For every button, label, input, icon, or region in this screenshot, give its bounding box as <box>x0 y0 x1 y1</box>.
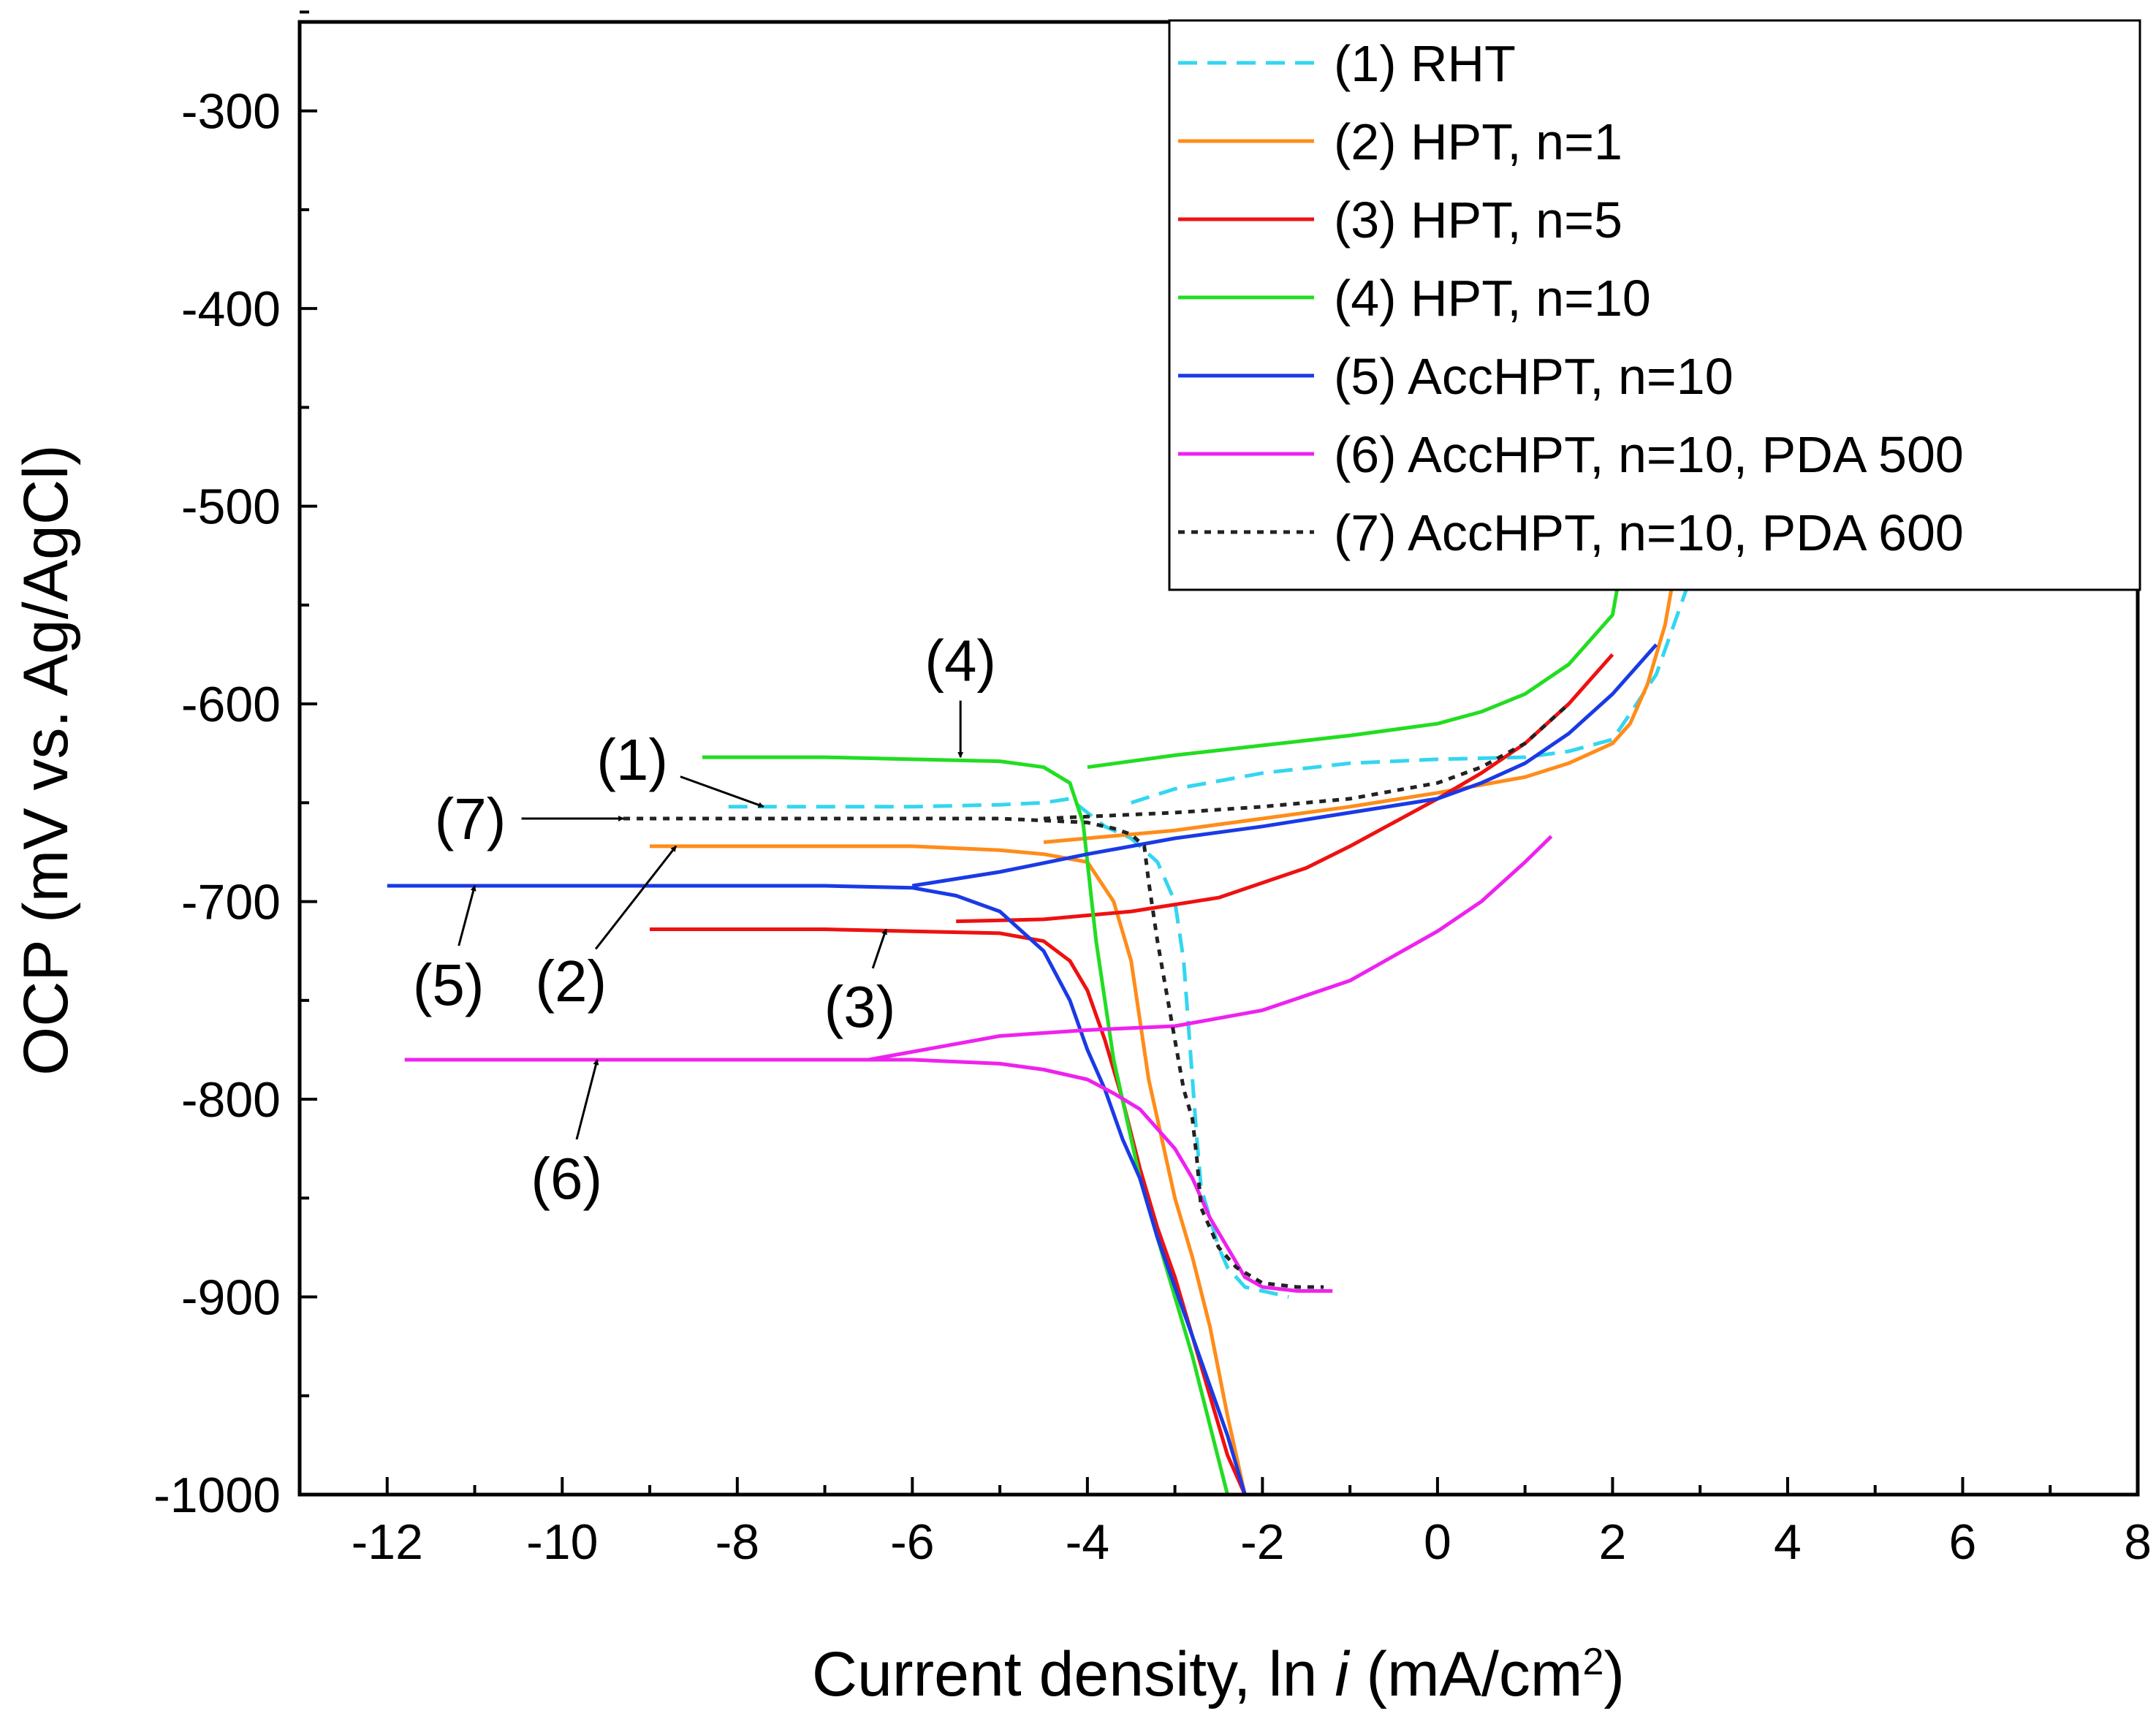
series-1 <box>728 525 1711 1299</box>
y-tick-label: -600 <box>181 677 281 732</box>
legend-box <box>1168 19 2141 591</box>
x-tick-label: 8 <box>2124 1514 2152 1570</box>
annotation-arrow <box>871 928 887 969</box>
series-5-cathodic-line <box>387 884 1247 1495</box>
x-tick-label: -2 <box>1240 1514 1284 1570</box>
x-tick-label: -8 <box>715 1514 759 1570</box>
x-axis-title-sup: 2 <box>1583 1641 1604 1683</box>
legend-label-3: (3) HPT, n=5 <box>1334 191 1622 248</box>
legend-label-4: (4) HPT, n=10 <box>1334 270 1651 327</box>
series-3 <box>650 653 1614 1495</box>
series-5 <box>387 643 1658 1495</box>
series-4-cathodic-line <box>702 755 1229 1495</box>
annotation-label: (1) <box>596 727 668 792</box>
x-tick-label: 0 <box>1424 1514 1451 1570</box>
x-tick-label: -6 <box>890 1514 934 1570</box>
x-axis-title-unit: (mA/cm <box>1348 1639 1582 1709</box>
series-2-anodic-line <box>1043 574 1676 844</box>
axes: -12 -10 -8 -6 -4 -2 0 2 4 6 8 -1000 -900 -800 -700 -600… <box>153 10 2152 1570</box>
x-axis-title-prefix: Current density, ln <box>812 1639 1335 1709</box>
annotation-arrow <box>594 845 677 950</box>
series-3-cathodic-line <box>650 927 1247 1495</box>
annotation-arrow <box>458 884 477 946</box>
legend: (1) RHT (2) HPT, n=1 (3) HPT, n=5 (4) HPT, … <box>1168 19 2141 591</box>
annotation-arrow <box>575 1058 599 1140</box>
series-7-cathodic-line <box>623 816 1324 1289</box>
legend-label-1: (1) RHT <box>1334 35 1516 92</box>
annotation-label: (7) <box>435 786 506 851</box>
legend-label-5: (5) AccHPT, n=10 <box>1334 348 1734 405</box>
x-tick-label: -4 <box>1066 1514 1109 1570</box>
y-tick-label: -900 <box>181 1270 281 1326</box>
y-tick-label: -500 <box>181 479 281 535</box>
series-2 <box>650 574 1676 1495</box>
annotation-label: (2) <box>535 949 607 1014</box>
series-5-anodic-line <box>911 643 1658 888</box>
annotation-arrow <box>680 775 764 808</box>
x-tick-label: 4 <box>1774 1514 1802 1570</box>
series-3-anodic-line <box>956 653 1614 924</box>
x-tick-label: 2 <box>1599 1514 1627 1570</box>
annotation-label: (4) <box>925 629 996 694</box>
series-7-anodic-line <box>1043 702 1571 821</box>
annotation-label: (3) <box>824 974 896 1039</box>
annotation-label: (6) <box>531 1146 602 1211</box>
y-tick-label: -300 <box>181 84 281 140</box>
legend-label-6: (6) AccHPT, n=10, PDA 500 <box>1334 426 1964 483</box>
annotation-layer: (1) (2) (3) (4) (5) (6) (7) <box>413 629 996 1212</box>
legend-label-7: (7) AccHPT, n=10, PDA 600 <box>1334 504 1964 561</box>
y-tick-label: -700 <box>181 875 281 930</box>
y-tick-label: -1000 <box>153 1468 281 1523</box>
series-1-cathodic-line <box>728 797 1289 1299</box>
y-tick-label: -400 <box>181 281 281 337</box>
series-layer <box>387 525 1711 1495</box>
series-4-anodic-line <box>1087 565 1623 770</box>
series-4 <box>702 565 1623 1495</box>
series-1-anodic-line <box>1130 525 1711 805</box>
x-tick-label: -10 <box>526 1514 598 1570</box>
y-tick-label: -800 <box>181 1072 281 1128</box>
series-2-cathodic-line <box>650 844 1247 1495</box>
x-tick-label: 6 <box>1949 1514 1977 1570</box>
x-axis-title-close: ) <box>1603 1639 1625 1709</box>
series-6 <box>404 835 1553 1293</box>
series-6-cathodic-line <box>404 1058 1333 1293</box>
y-axis-title: OCP (mV vs. Ag/AgCl) <box>11 444 81 1075</box>
annotation-label: (5) <box>413 952 485 1017</box>
x-axis-title-var: i <box>1335 1639 1351 1709</box>
series-7 <box>623 702 1571 1289</box>
legend-label-2: (2) HPT, n=1 <box>1334 113 1622 170</box>
series-6-anodic-line <box>868 835 1553 1062</box>
x-tick-label: -12 <box>352 1514 423 1570</box>
x-axis-title: Current density, ln i (mA/cm2) <box>812 1639 1625 1709</box>
